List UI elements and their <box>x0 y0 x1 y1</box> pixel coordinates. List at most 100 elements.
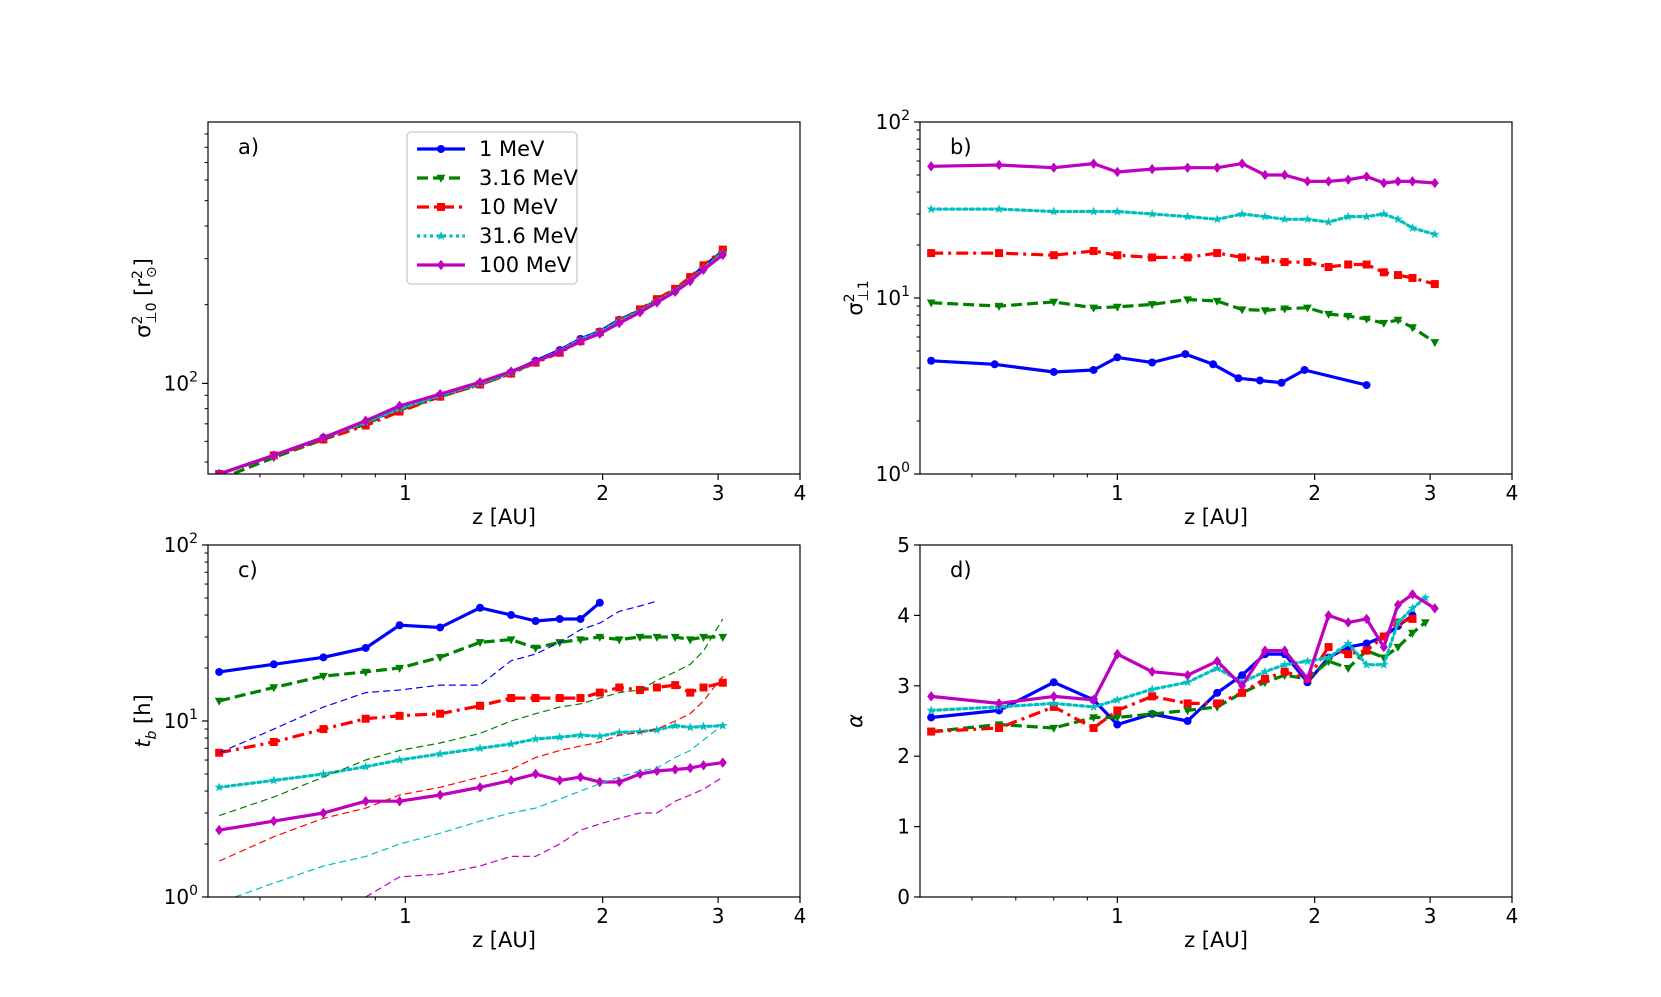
point-b-3-16 <box>1393 214 1403 224</box>
point-c-2-2 <box>319 725 328 734</box>
point-c-1-16 <box>685 636 695 645</box>
legend-label-3: 31.6 MeV <box>479 224 578 248</box>
legend-marker-4 <box>437 259 445 271</box>
point-b-3-8 <box>1237 209 1247 219</box>
series-line-a-1 <box>227 250 724 474</box>
point-c-2-9 <box>555 694 564 703</box>
point-c-3-4 <box>394 755 405 765</box>
point-b-0-1 <box>990 360 999 369</box>
point-b-4-3 <box>1089 158 1098 169</box>
point-d-3-5 <box>1147 684 1157 694</box>
point-c-1-5 <box>435 654 445 663</box>
point-d-3-14 <box>1361 659 1372 669</box>
point-b-2-15 <box>1379 268 1388 277</box>
point-c-4-9 <box>555 775 564 786</box>
point-c-0-1 <box>269 660 278 669</box>
x-tick-label-d-3: 4 <box>1506 904 1519 928</box>
point-c-0-5 <box>436 623 445 632</box>
point-d-1-17 <box>1408 629 1417 638</box>
point-d-3-3 <box>1088 701 1099 711</box>
point-d-2-17 <box>1408 614 1417 623</box>
point-b-1-1 <box>994 302 1004 311</box>
point-c-4-12 <box>615 776 624 788</box>
point-d-2-1 <box>995 724 1004 733</box>
y-tick-label-b-0: 100 <box>876 460 910 486</box>
y-axis-label-b: σ2⊥1 <box>842 280 872 315</box>
series-line-b-1 <box>931 297 1436 344</box>
axes-frame-d <box>919 544 1513 898</box>
point-a-4-1 <box>269 450 278 461</box>
y-tick-exp-b-2: 2 <box>901 108 910 124</box>
point-d-3-13 <box>1343 638 1353 648</box>
point-a-4-4 <box>395 400 404 412</box>
panel-d: 1 2 3 4 z [AU] 0 1 2 3 4 5 α d) <box>843 533 1518 952</box>
point-c-1-10 <box>576 636 585 645</box>
point-b-4-4 <box>1113 166 1122 178</box>
point-b-0-0 <box>927 356 936 365</box>
point-b-1-6 <box>1183 296 1193 305</box>
point-c-4-11 <box>595 776 604 788</box>
series-group-b <box>926 158 1440 390</box>
point-d-4-18 <box>1430 603 1439 614</box>
point-a-4-7 <box>507 366 516 377</box>
point-b-0-3 <box>1089 365 1098 374</box>
point-d-2-5 <box>1148 692 1157 701</box>
point-d-3-16 <box>1393 617 1403 627</box>
point-c-3-13 <box>635 726 645 736</box>
point-c-1-3 <box>361 668 371 677</box>
point-b-3-6 <box>1182 211 1193 221</box>
point-b-4-1 <box>995 159 1004 171</box>
point-c-2-4 <box>395 711 404 720</box>
y-tick-base-b-0: 10 <box>876 462 901 486</box>
point-c-0-7 <box>507 611 516 620</box>
point-b-2-18 <box>1430 280 1439 289</box>
y-tick-label-c-1: 101 <box>164 707 198 733</box>
point-b-2-13 <box>1344 260 1353 269</box>
point-b-0-9 <box>1255 376 1264 385</box>
point-b-3-7 <box>1212 214 1222 224</box>
point-d-3-11 <box>1302 656 1313 666</box>
point-c-3-8 <box>530 734 541 744</box>
point-b-1-9 <box>1260 307 1270 316</box>
point-a-4-0 <box>215 468 224 474</box>
point-c-4-10 <box>576 771 585 783</box>
point-b-1-14 <box>1362 315 1371 324</box>
point-c-0-0 <box>215 667 224 676</box>
point-d-4-0 <box>927 691 936 702</box>
point-d-4-10 <box>1280 645 1289 656</box>
point-b-1-0 <box>926 299 936 308</box>
y-tick-label-d-3: 3 <box>897 674 910 698</box>
legend-marker-2 <box>437 203 445 211</box>
point-d-0-0 <box>927 713 936 722</box>
point-c-3-7 <box>506 739 516 749</box>
y-axis-label-d: α <box>843 714 867 728</box>
point-b-4-16 <box>1393 176 1402 187</box>
point-d-1-18 <box>1420 619 1430 628</box>
point-d-4-12 <box>1324 610 1333 621</box>
legend-box <box>406 131 578 285</box>
series-line-b-3 <box>929 207 1437 236</box>
panel-label-b: b) <box>950 135 972 159</box>
point-b-1-8 <box>1237 306 1247 315</box>
point-c-4-1 <box>269 815 278 827</box>
legend-label-4: 100 MeV <box>479 253 572 277</box>
point-d-4-8 <box>1238 680 1247 691</box>
point-b-1-13 <box>1343 312 1353 321</box>
point-c-4-15 <box>671 764 680 775</box>
point-d-1-16 <box>1393 643 1403 652</box>
point-a-4-9 <box>555 346 564 358</box>
x-tick-label-a-1: 2 <box>596 481 609 505</box>
point-b-3-5 <box>1147 209 1157 219</box>
point-d-3-2 <box>1049 698 1059 708</box>
y-tick-base-c-0: 10 <box>164 885 189 909</box>
point-d-4-9 <box>1261 645 1270 656</box>
point-d-1-4 <box>1112 714 1122 723</box>
x-axis-label-c: z [AU] <box>472 928 536 952</box>
point-c-3-11 <box>595 731 605 741</box>
point-c-3-14 <box>652 724 662 734</box>
point-b-0-10 <box>1277 378 1286 387</box>
point-c-0-11 <box>595 598 604 607</box>
point-a-4-3 <box>361 415 370 426</box>
x-tick-label-c-0: 1 <box>399 904 412 928</box>
series-group-c <box>214 598 728 897</box>
